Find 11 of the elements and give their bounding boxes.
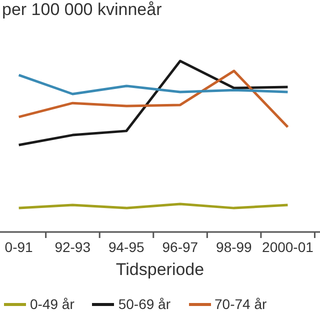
x-axis-title: Tidsperiode — [114, 260, 206, 280]
legend-label: 70-74 år — [214, 296, 267, 312]
y-axis-title: per 100 000 kvinneår — [2, 0, 162, 20]
x-tick-label: 92-93 — [54, 239, 91, 255]
legend-label: 50-69 år — [118, 296, 171, 312]
legend-label: 0-49 år — [30, 296, 74, 312]
x-tick-label: 2000-01 — [262, 239, 314, 255]
x-tick-label: 98-99 — [216, 239, 252, 255]
x-tick-label: 0-91 — [4, 239, 34, 255]
x-tick-label: 96-97 — [162, 239, 198, 255]
x-tick-label: 94-95 — [108, 239, 144, 255]
